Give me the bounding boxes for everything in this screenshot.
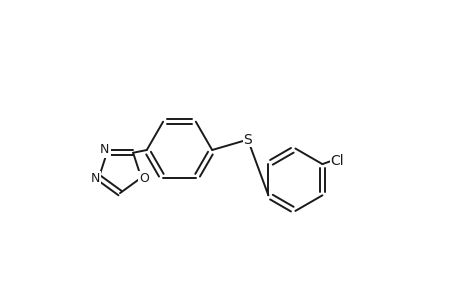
Text: O: O	[140, 172, 149, 185]
Text: N: N	[100, 143, 109, 156]
Text: S: S	[243, 133, 252, 147]
Text: Cl: Cl	[330, 154, 343, 168]
Text: N: N	[90, 172, 100, 185]
